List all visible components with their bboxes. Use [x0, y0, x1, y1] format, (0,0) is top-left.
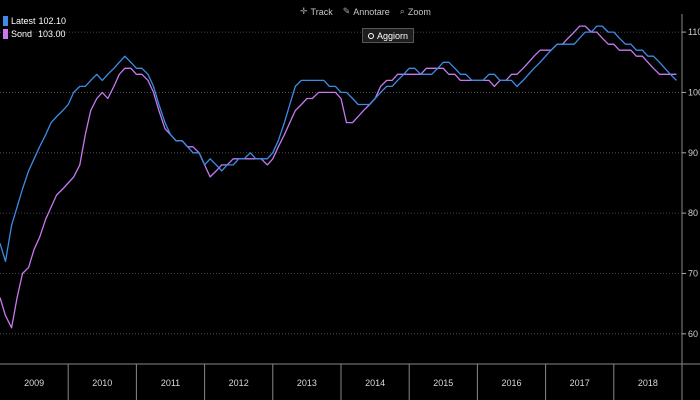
x-tick-label: 2009	[24, 378, 44, 388]
legend: Latest 102.10 Sond 103.00	[3, 14, 66, 40]
x-tick-label: 2017	[570, 378, 590, 388]
x-tick-label: 2010	[92, 378, 112, 388]
series-line-sond	[0, 25, 677, 329]
y-tick-label: 70	[688, 268, 698, 278]
track-label: Track	[310, 6, 333, 17]
y-axis: 60 70 80 90 100 110	[681, 14, 700, 364]
pencil-icon: ✎	[342, 6, 351, 16]
refresh-label: Aggiorn	[377, 30, 409, 41]
chart-toolbar: ✛ Track ✎ Annotare ⌕ Zoom	[300, 6, 431, 17]
x-tick-label: 2013	[297, 378, 317, 388]
x-tick-label: 2014	[365, 378, 385, 388]
legend-value: 102.10	[38, 15, 67, 26]
crosshair-icon: ✛	[300, 6, 308, 16]
x-tick-label: 2012	[229, 378, 249, 388]
y-tick-label: 90	[688, 148, 698, 158]
legend-value: 103.00	[38, 28, 66, 39]
legend-item-sond[interactable]: Sond 103.00	[3, 27, 66, 40]
zoom-button[interactable]: ⌕ Zoom	[400, 6, 431, 17]
legend-label: Latest	[11, 15, 36, 26]
y-tick-label: 60	[688, 329, 698, 339]
annotate-label: Annotare	[353, 6, 390, 17]
x-axis: 2009 2010 2011 2012 2013 2014 2015 2016 2017 2018	[0, 363, 700, 400]
magnifier-icon: ⌕	[399, 6, 405, 16]
legend-item-latest[interactable]: Latest 102.10	[3, 14, 66, 27]
track-button[interactable]: ✛ Track	[300, 6, 333, 17]
x-tick-label: 2015	[433, 378, 453, 388]
legend-swatch-sond	[3, 28, 8, 39]
x-tick-label: 2016	[501, 378, 521, 388]
x-tick-label: 2018	[638, 378, 658, 388]
zoom-label: Zoom	[407, 6, 431, 17]
legend-swatch-latest	[3, 15, 8, 26]
gridlines	[0, 31, 682, 335]
series-lines	[0, 25, 677, 329]
refresh-icon	[368, 32, 374, 39]
y-tick-label: 80	[688, 208, 698, 218]
y-tick-label: 110	[688, 27, 700, 37]
x-tick-label: 2011	[161, 378, 180, 388]
series-line-latest	[0, 25, 677, 263]
legend-label: Sond	[11, 28, 33, 39]
annotate-button[interactable]: ✎ Annotare	[343, 6, 390, 17]
y-tick-label: 100	[688, 87, 700, 97]
refresh-button[interactable]: Aggiorn	[362, 28, 415, 43]
